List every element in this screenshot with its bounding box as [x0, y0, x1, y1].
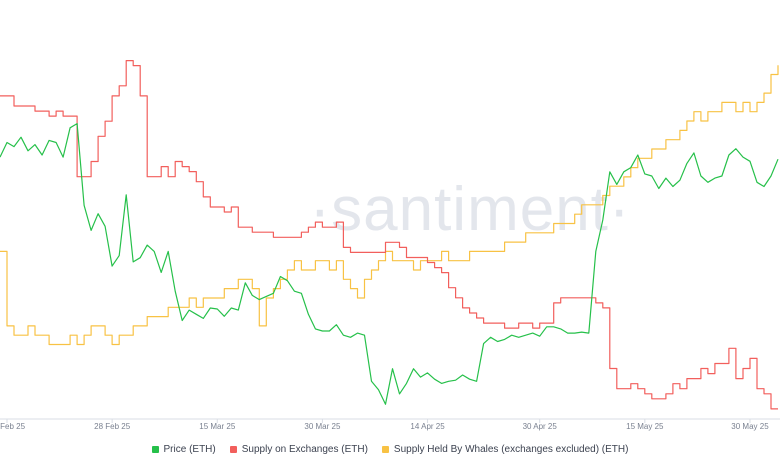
price-line [0, 123, 779, 405]
x-tick-label: 14 Apr 25 [410, 422, 445, 431]
legend-swatch-whales [381, 446, 389, 453]
x-tick-label: 15 May 25 [626, 422, 664, 431]
exchange-supply-line [0, 60, 778, 410]
legend-swatch-price [151, 446, 159, 453]
legend-label-exchanges: Supply on Exchanges (ETH) [241, 444, 368, 455]
x-tick-label: 30 May 25 [731, 422, 769, 431]
x-tick-label: 15 Mar 25 [199, 422, 236, 431]
x-tick-label: 13 Feb 25 [0, 422, 26, 431]
plot-lines [0, 60, 779, 410]
santiment-watermark: ·santiment· [309, 175, 630, 244]
x-axis-ticks: 13 Feb 25 28 Feb 25 15 Mar 25 30 Mar 25 14 A… [0, 419, 769, 431]
legend-label-price: Price (ETH) [163, 444, 216, 455]
legend: Price (ETH) Supply on Exchanges (ETH) Su… [0, 444, 780, 455]
legend-label-whales: Supply Held By Whales (exchanges exclude… [393, 444, 629, 455]
x-tick-label: 30 Apr 25 [523, 422, 558, 431]
whale-supply-line [0, 65, 779, 346]
legend-item-exchanges[interactable]: Supply on Exchanges (ETH) [229, 444, 368, 455]
x-tick-label: 30 Mar 25 [304, 422, 341, 431]
legend-swatch-exchanges [229, 446, 237, 453]
legend-item-whales[interactable]: Supply Held By Whales (exchanges exclude… [381, 444, 629, 455]
x-tick-label: 28 Feb 25 [94, 422, 131, 431]
legend-item-price[interactable]: Price (ETH) [151, 444, 216, 455]
